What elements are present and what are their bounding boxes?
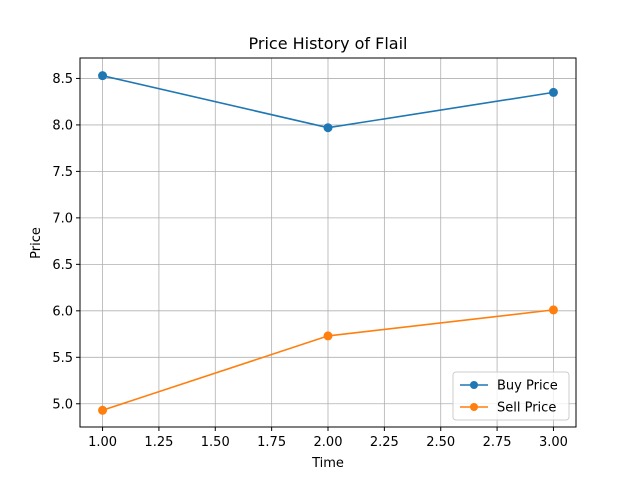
series-layer: [98, 71, 558, 415]
x-axis-title: Time: [311, 456, 344, 471]
sell-price-point: [98, 405, 108, 415]
legend-label: Sell Price: [497, 401, 556, 416]
y-tick-label: 5.0: [52, 397, 73, 412]
legend-swatch-marker: [470, 381, 478, 389]
legend: Buy Price Sell Price: [452, 371, 570, 421]
sell-price-point: [323, 331, 333, 341]
y-tick-label: 7.5: [52, 165, 73, 180]
y-axis-title: Price: [29, 227, 44, 259]
x-tick-label: 2.00: [314, 435, 343, 450]
y-tick-label: 6.0: [52, 304, 73, 319]
y-tick-label: 7.0: [52, 211, 73, 226]
y-tick-label: 8.5: [52, 72, 73, 87]
legend-swatch-marker: [470, 403, 478, 411]
buy-price-point: [98, 71, 108, 81]
x-tick-label: 3.00: [539, 435, 568, 450]
x-tick-label: 1.25: [144, 435, 173, 450]
legend-item-buy-price: Buy Price: [460, 379, 558, 394]
x-tick-label: 2.50: [426, 435, 455, 450]
x-tick-label: 2.75: [483, 435, 512, 450]
legend-label: Buy Price: [497, 379, 558, 394]
buy-price-point: [323, 123, 333, 133]
chart-title: Price History of Flail: [249, 34, 408, 53]
y-tick-label: 6.5: [52, 258, 73, 273]
buy-price-point: [548, 87, 558, 97]
legend-item-sell-price: Sell Price: [460, 401, 556, 416]
axis-ticks: 1.00 1.25 1.50 1.75 2.00 2.25 2.50 2.75 3.00 5.0 5…: [52, 72, 568, 450]
y-tick-label: 5.5: [52, 351, 73, 366]
sell-price-series: [98, 305, 558, 415]
y-tick-label: 8.0: [52, 118, 73, 133]
sell-price-point: [548, 305, 558, 315]
x-tick-label: 1.00: [88, 435, 117, 450]
buy-price-series: [98, 71, 558, 133]
x-tick-label: 1.75: [257, 435, 286, 450]
legend-box: [452, 371, 570, 421]
x-tick-label: 1.50: [201, 435, 230, 450]
x-tick-label: 2.25: [370, 435, 399, 450]
